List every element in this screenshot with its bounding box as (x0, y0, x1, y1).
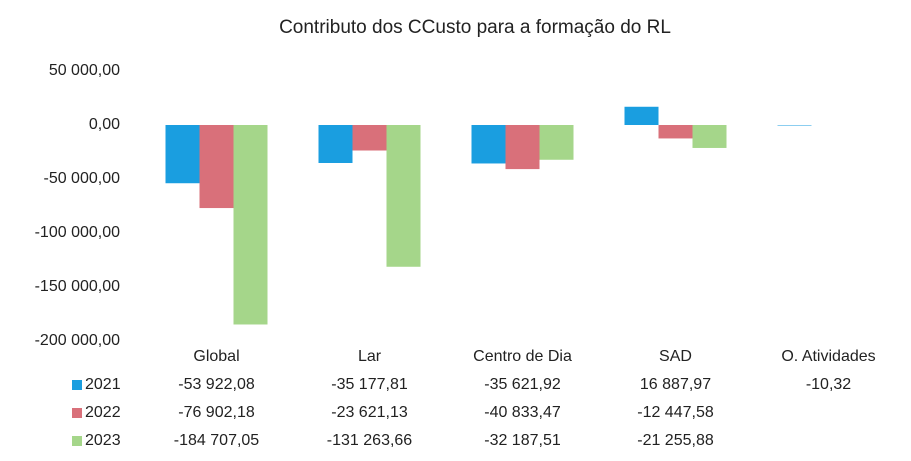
legend-label: 2021 (85, 376, 121, 393)
bar (199, 125, 234, 209)
x-tick-label: Centro de Dia (473, 348, 572, 365)
table-value: -76 902,18 (178, 404, 255, 421)
y-tick-label: -150 000,00 (35, 278, 121, 295)
y-tick-label: 50 000,00 (49, 62, 120, 79)
legend-swatch (72, 436, 82, 446)
legend-swatch (72, 408, 82, 418)
x-tick-label: O. Atividades (781, 348, 875, 365)
x-tick-label: Global (193, 348, 239, 365)
table-value: -184 707,05 (174, 432, 260, 449)
table-value: -40 833,47 (484, 404, 561, 421)
table-value: -21 255,88 (637, 432, 714, 449)
table-value: -131 263,66 (327, 432, 413, 449)
bar (658, 125, 693, 139)
y-tick-label: -100 000,00 (35, 224, 121, 241)
x-tick-label: SAD (659, 348, 692, 365)
bar (624, 106, 659, 125)
bar (352, 125, 387, 151)
bar (233, 125, 268, 325)
legend-label: 2022 (85, 404, 121, 421)
bar (165, 125, 200, 184)
table-value: -23 621,13 (331, 404, 408, 421)
legend-label: 2023 (85, 432, 121, 449)
x-tick-label: Lar (358, 348, 382, 365)
bar (318, 125, 353, 163)
bar (777, 125, 812, 126)
table-value: -53 922,08 (178, 376, 255, 393)
bar (471, 125, 506, 164)
table-value: -35 177,81 (331, 376, 408, 393)
chart-title: Contributo dos CCusto para a formação do… (279, 17, 671, 38)
y-tick-label: -200 000,00 (35, 332, 121, 349)
bar (505, 125, 540, 170)
table-value: -12 447,58 (637, 404, 714, 421)
table-value: 16 887,97 (640, 376, 711, 393)
bar (692, 125, 727, 148)
table-value: -32 187,51 (484, 432, 561, 449)
bar (539, 125, 574, 160)
y-tick-label: 0,00 (89, 116, 120, 133)
legend-swatch (72, 380, 82, 390)
bar (386, 125, 421, 267)
table-value: -35 621,92 (484, 376, 561, 393)
y-tick-label: -50 000,00 (43, 170, 120, 187)
table-value: -10,32 (806, 376, 851, 393)
